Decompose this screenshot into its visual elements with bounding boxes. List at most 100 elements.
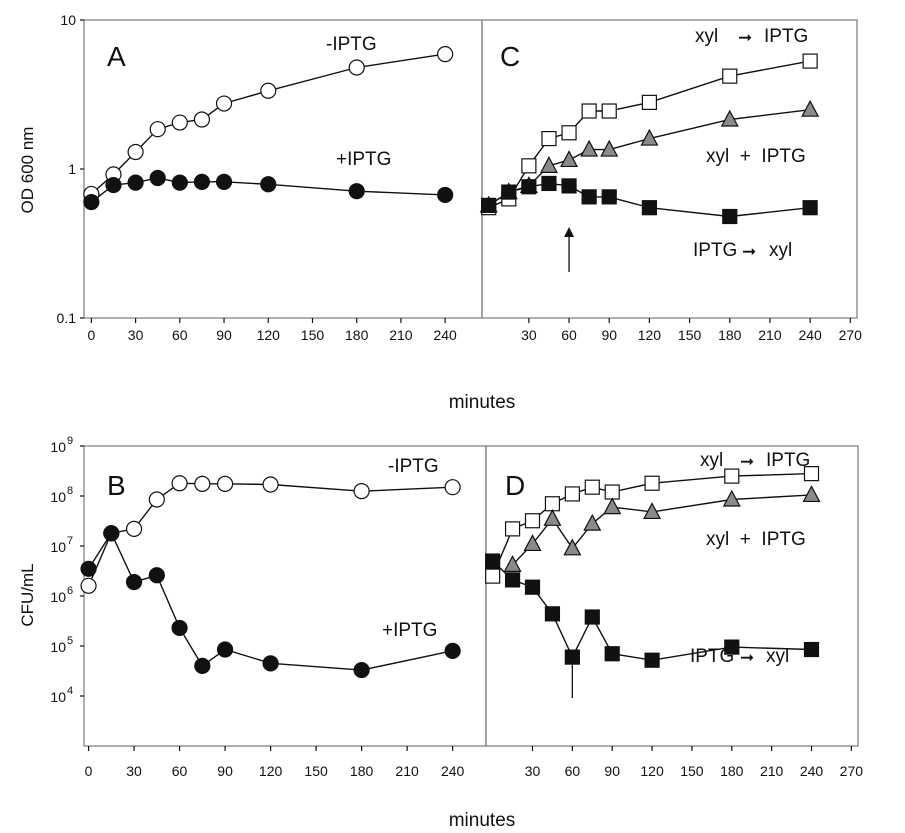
bottom-panel-d-series-1-point-4 xyxy=(583,513,602,531)
top-panel-a-x-tick-label-6: 180 xyxy=(345,327,369,343)
bottom-panel-b-series-1-point-2 xyxy=(125,573,143,591)
bottom-panel-b-x-tick-label-7: 210 xyxy=(395,763,419,779)
bottom-y-tick-label-1: 10 xyxy=(50,639,66,655)
top-panel-a-series-1-point-9 xyxy=(437,186,454,204)
label-c-xyl-to-iptg-right: IPTG xyxy=(764,26,808,47)
top-y-tick-label-2: 10 xyxy=(60,12,76,28)
bottom-panel-d-series-2-point-4 xyxy=(564,649,580,665)
top-panel-a-series-1-point-0 xyxy=(83,193,100,211)
bottom-panel-d-series-0-point-0 xyxy=(485,568,501,584)
top-panel-a-x-tick-label-3: 90 xyxy=(216,327,232,343)
top-panel-a-series-0-point-7 xyxy=(260,82,277,99)
bottom-panel-b-series-1-point-6 xyxy=(216,641,234,658)
label-a-minus-iptg: -IPTG xyxy=(326,34,377,55)
top-panel-a-series-0-point-4 xyxy=(171,114,188,131)
bottom-panel-d-series-2-point-8 xyxy=(724,639,740,655)
bottom-panel-b-series-1-point-8 xyxy=(353,661,370,679)
bottom-y-tick-label-5: 10 xyxy=(50,439,66,455)
bottom-panel-d-x-tick-label-5: 180 xyxy=(720,763,744,779)
top-panel-c-series-1-point-9 xyxy=(801,99,820,117)
bottom-panel-b-series-0-point-0 xyxy=(80,577,97,594)
bottom-y-tick-label-2: 10 xyxy=(50,589,66,605)
bottom-panel-d-series-1-point-0 xyxy=(503,555,522,572)
bottom-panel-d-series-1-point-1 xyxy=(523,534,542,552)
bottom-y-tick-label-0: 10 xyxy=(50,689,66,705)
top-panel-c-series-0-point-6 xyxy=(601,103,617,119)
bottom-panel-b-series-0-point-7 xyxy=(262,476,279,493)
bottom-y-axis-label: CFU/mL xyxy=(18,563,37,626)
bottom-panel-d-series-0-point-2 xyxy=(524,513,541,529)
bottom-panel-b-x-tick-label-5: 150 xyxy=(304,763,328,779)
top-panel-c-series-0-point-9 xyxy=(802,53,818,69)
top-panel-a-x-tick-label-1: 30 xyxy=(128,327,144,343)
top-panel-a-series-1-point-1 xyxy=(105,176,122,194)
bottom-y-tick-exp-5: 9 xyxy=(67,435,73,447)
panel-b-frame xyxy=(83,445,487,747)
top-panel-a-x-tick-label-4: 120 xyxy=(257,327,281,343)
bottom-panel-d-series-0-line xyxy=(491,472,812,577)
top-panel-c-series-0-line xyxy=(488,60,811,209)
top-panel-a-series-0-line xyxy=(90,53,446,195)
bottom-panel-d-series-2-point-3 xyxy=(544,606,561,622)
bottom-panel-b-series-1-point-5 xyxy=(194,657,211,674)
top-panel-c-series-2-point-4 xyxy=(561,178,577,194)
top-panel-c-x-tick-label-8: 270 xyxy=(839,327,863,343)
top-panel-c-series-2-point-9 xyxy=(802,200,818,216)
top-panel-c-series-2-point-2 xyxy=(521,179,537,195)
bottom-y-tick-exp-4: 8 xyxy=(67,485,73,497)
top-panel-c-series-0-point-2 xyxy=(521,158,537,174)
bottom-panel-d-x-tick-label-2: 90 xyxy=(604,763,620,779)
top-panel-a-series-1-point-2 xyxy=(127,174,144,191)
top-panel-c-series-0-point-5 xyxy=(581,103,597,119)
top-x-axis-label: minutes xyxy=(449,392,516,413)
top-panel-a-x-tick-label-7: 210 xyxy=(389,327,413,343)
bottom-y-tick-exp-0: 4 xyxy=(67,685,73,697)
bottom-panel-b-x-tick-label-2: 60 xyxy=(172,763,188,779)
panel-a-letter: A xyxy=(107,41,126,72)
top-panel-c-x-tick-label-5: 180 xyxy=(718,327,742,343)
bottom-panel-d-series-1-point-8 xyxy=(802,485,821,503)
top-panel-c-x-tick-label-1: 60 xyxy=(561,327,577,343)
bottom-panel-b-series-0-point-4 xyxy=(171,475,188,492)
bottom-panel-b-x-tick-label-3: 90 xyxy=(217,763,233,779)
bottom-panel-b-series-1-line xyxy=(88,531,453,671)
bottom-panel-b-x-tick-label-0: 0 xyxy=(85,763,93,779)
top-panel-a-x-tick-label-2: 60 xyxy=(172,327,188,343)
top-panel-c-x-tick-label-3: 120 xyxy=(638,327,662,343)
top-panel-a-series-1-point-4 xyxy=(171,174,188,191)
bottom-panel-b-series-0-point-8 xyxy=(353,483,370,500)
bottom-panel-d-series-0-point-5 xyxy=(584,479,600,495)
label-a-plus-iptg: +IPTG xyxy=(336,149,391,170)
bottom-panel-d-series-0-point-6 xyxy=(604,484,620,500)
top-panel-a-series-1-line xyxy=(90,177,446,203)
top-panel-c-series-0-point-3 xyxy=(541,130,557,147)
panel-c-letter: C xyxy=(500,41,520,72)
label-c-iptg-to-xyl-left: IPTG xyxy=(693,240,737,261)
label-d-xyl-to-iptg-right: IPTG xyxy=(766,450,810,471)
top-panel-c-series-0-point-4 xyxy=(561,125,577,141)
bottom-panel-b-series-0-point-3 xyxy=(148,491,165,508)
top-panel-c-series-2-point-8 xyxy=(722,208,738,225)
bottom-panel-d-series-2-point-6 xyxy=(604,646,620,662)
bottom-panel-b-series-0-point-6 xyxy=(216,475,234,492)
top-panel-c-series-1-point-8 xyxy=(720,109,739,127)
bottom-y-tick-label-3: 10 xyxy=(50,539,66,555)
panel-a-frame xyxy=(83,19,483,319)
label-c-arrow-2: ➞ xyxy=(742,242,756,261)
bottom-panel-d-series-0-point-9 xyxy=(803,466,820,482)
top-panel-c-x-tick-label-6: 210 xyxy=(758,327,782,343)
bottom-panel-d-series-2-point-0 xyxy=(485,553,501,569)
label-d-xyl-plus-iptg: xyl + IPTG xyxy=(706,529,806,550)
top-panel-a-x-tick-label-0: 0 xyxy=(87,327,95,343)
bottom-panel-d-series-0-point-8 xyxy=(724,468,740,484)
top-panel-c-x-tick-label-4: 150 xyxy=(678,327,702,343)
top-panel-a-series-0-point-6 xyxy=(215,95,233,112)
bottom-panel-d-series-2-point-2 xyxy=(524,579,541,595)
label-d-arrow-2: ➞ xyxy=(740,648,754,667)
label-c-xyl-plus-iptg: xyl + IPTG xyxy=(706,146,806,167)
top-panel-c-series-0-point-8 xyxy=(722,68,738,84)
bottom-panel-d-x-tick-label-4: 150 xyxy=(680,763,704,779)
bottom-panel-d-series-2-point-9 xyxy=(803,641,820,658)
bottom-y-tick-label-4: 10 xyxy=(50,489,66,505)
